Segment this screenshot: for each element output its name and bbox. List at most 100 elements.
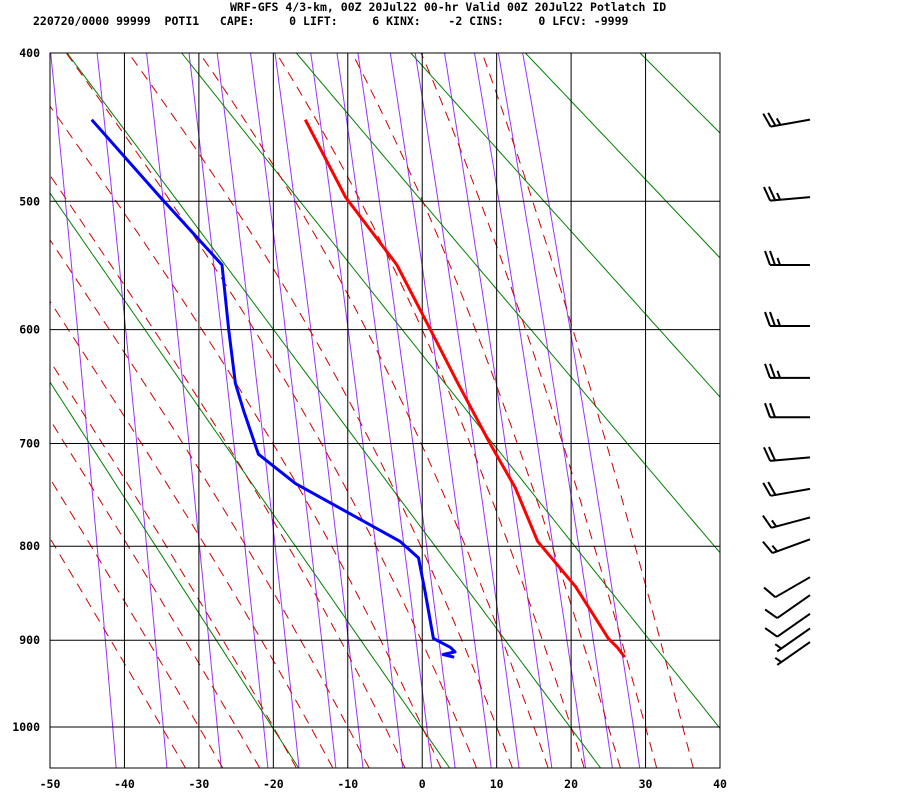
plot-frame: [49, 52, 721, 769]
barb-flag: [769, 311, 776, 327]
barb-flag: [763, 586, 777, 598]
barb-staff: [771, 516, 811, 529]
moist-adiabat-line: [50, 300, 334, 768]
barb-flag: [764, 311, 771, 327]
barb-flag: [764, 402, 771, 418]
x-tick-label: 20: [564, 777, 578, 791]
mixing-ratio-line: [50, 53, 117, 768]
x-tick-label: -30: [188, 777, 209, 791]
dry-adiabat-line: [524, 53, 720, 259]
wind-barb: [762, 481, 811, 497]
y-tick-label: 700: [19, 436, 40, 450]
mixing-ratio-line: [522, 53, 641, 768]
dry-adiabat-line: [50, 381, 300, 768]
moist-adiabat-line: [275, 53, 585, 768]
mixing-ratio-line: [443, 53, 553, 768]
y-tick-label: 800: [19, 539, 40, 553]
barb-flag: [768, 446, 777, 461]
mixing-ratio-line: [216, 53, 300, 768]
barb-half-flag: [776, 192, 782, 201]
x-tick-label: 30: [639, 777, 653, 791]
axes: -50 -40 -30 -20 -10 0 10 20 30 40 400 500 600 700 800 9…: [12, 46, 727, 791]
dry-adiabat-line: [410, 53, 720, 398]
barb-half-flag: [776, 257, 781, 266]
barb-staff: [770, 118, 811, 128]
x-tick-label: -40: [114, 777, 135, 791]
barb-half-flag: [776, 370, 781, 379]
chart-title: WRF-GFS 4/3-km, 00Z 20Jul22 00-hr Valid …: [230, 0, 667, 14]
x-tick-label: -50: [40, 777, 61, 791]
wind-barb: [762, 112, 811, 128]
barb-flag: [769, 402, 776, 418]
barb-flag: [763, 446, 772, 462]
dry-adiabat-line: [746, 45, 900, 768]
barb-staff: [776, 627, 811, 653]
mixing-ratio-line: [336, 53, 433, 768]
y-tick-label: 900: [19, 633, 40, 647]
wind-barb: [763, 446, 811, 462]
temperature-line: [303, 119, 626, 659]
barb-staff: [770, 196, 811, 202]
x-tick-label: 10: [490, 777, 504, 791]
mixing-ratio-line: [146, 53, 222, 768]
dry-adiabat-line: [860, 45, 900, 768]
y-tick-label: 500: [19, 194, 40, 208]
wind-barb: [762, 514, 811, 529]
dewpoint-line: [90, 118, 457, 659]
barb-flag: [762, 113, 772, 128]
barb-staff: [776, 612, 811, 638]
dry-adiabat-line: [66, 53, 602, 768]
x-tick-label: -10: [337, 777, 358, 791]
moist-adiabat-line: [50, 477, 224, 768]
dry-adiabat-line: [181, 53, 720, 730]
wind-barb: [763, 186, 811, 202]
barb-flag: [764, 363, 771, 379]
barb-flag: [767, 481, 777, 496]
barb-flag: [762, 540, 774, 554]
wind-barb: [764, 402, 810, 419]
barb-flag: [764, 608, 778, 619]
wind-barb: [764, 311, 810, 327]
barb-staff: [776, 594, 811, 619]
barb-half-flag: [774, 643, 782, 650]
barb-flag: [764, 627, 778, 638]
wind-barb: [764, 250, 810, 266]
moist-adiabat-line: [50, 174, 406, 768]
barb-flag: [764, 250, 771, 266]
moist-adiabat-line: [50, 360, 297, 768]
barb-half-flag: [771, 544, 778, 552]
barb-staff: [776, 641, 811, 666]
moist-adiabat-line: [351, 53, 621, 768]
dry-adiabat-line: [295, 53, 720, 554]
barb-flag: [769, 250, 776, 266]
wind-barb: [762, 538, 811, 554]
barb-staff: [774, 576, 811, 599]
mixing-ratio-line: [497, 53, 613, 768]
barb-flag: [767, 112, 777, 127]
background-lines: [50, 45, 900, 768]
barb-flag: [769, 363, 776, 379]
mixing-ratio-line: [96, 53, 168, 768]
mixing-ratio-line: [274, 53, 364, 768]
moist-adiabat-line: [50, 105, 442, 768]
grid: [49, 52, 721, 769]
wind-barb: [774, 627, 811, 653]
barb-half-flag: [775, 117, 782, 126]
wind-barbs: [762, 112, 811, 666]
mixing-ratio-line: [357, 53, 456, 768]
profiles: [90, 118, 626, 659]
barb-half-flag: [774, 656, 782, 663]
mixing-ratio-line: [249, 53, 337, 768]
wind-barb: [763, 576, 811, 599]
barb-flag: [768, 186, 777, 201]
barb-flag: [762, 514, 773, 529]
wind-barb: [764, 594, 811, 619]
barb-flag: [763, 186, 772, 202]
x-tick-label: 40: [713, 777, 727, 791]
moist-adiabat-line: [127, 53, 513, 768]
wind-barb: [764, 363, 810, 379]
mixing-ratio-line: [188, 53, 269, 768]
moist-adiabat-line: [50, 238, 370, 768]
y-tick-label: 600: [19, 323, 40, 337]
